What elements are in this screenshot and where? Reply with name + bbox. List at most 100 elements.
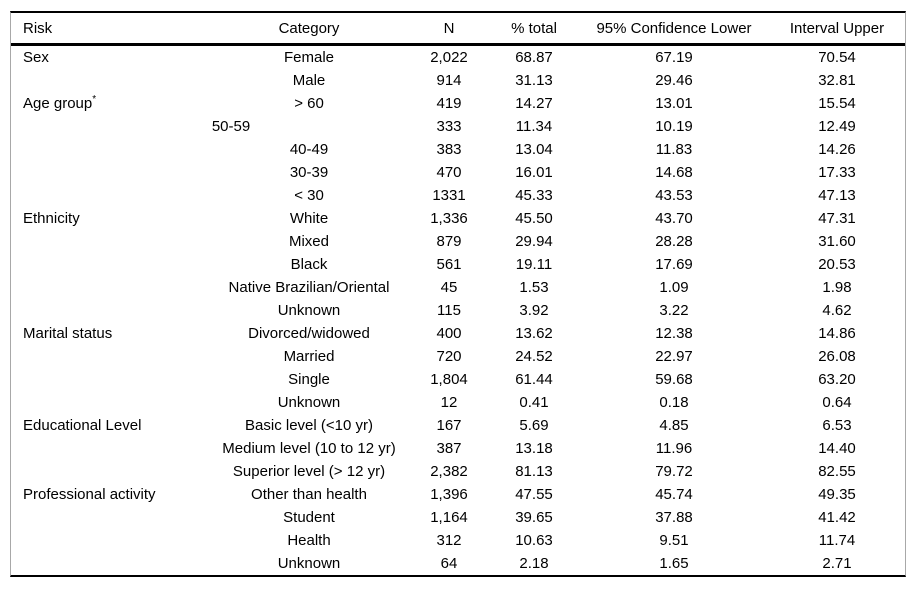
pct-total-cell-text: 24.52 [515,348,553,365]
risk-cell-text: Educational Level [23,417,142,434]
pct-total-cell-text: 45.50 [515,210,553,227]
interval-upper-cell-text: 0.64 [822,394,852,411]
interval-upper-cell: 15.54 [769,92,905,115]
category-cell: Student [209,506,409,529]
pct-total-cell-text: 11.34 [515,118,553,135]
ci-lower-cell: 0.18 [579,391,769,414]
pct-total-cell-text: 2.18 [519,555,549,572]
table-row: Mixed 879 29.94 28.28 31.60 [11,230,905,253]
pct-total-cell: 10.63 [489,529,579,552]
n-cell: 167 [409,414,489,437]
table-row: Marital status Divorced/widowed 400 13.62 12… [11,322,905,345]
category-cell-text: 40-49 [289,141,329,158]
risk-cell [11,506,209,529]
pct-total-cell: 16.01 [489,161,579,184]
risk-cell [11,253,209,276]
category-cell: Basic level (<10 yr) [209,414,409,437]
ci-lower-cell-text: 4.85 [659,417,689,434]
pct-total-cell: 45.33 [489,184,579,207]
pct-total-cell-text: 13.18 [515,440,553,457]
column-header-risk: Risk [11,13,209,46]
pct-total-cell: 24.52 [489,345,579,368]
risk-cell [11,460,209,483]
ci-lower-cell: 17.69 [579,253,769,276]
category-cell: 40-49 [209,138,409,161]
n-cell: 720 [409,345,489,368]
interval-upper-cell-text: 49.35 [818,486,856,503]
risk-cell-text: Ethnicity [23,210,80,227]
category-cell: White [209,207,409,230]
ci-lower-cell-text: 22.97 [655,348,693,365]
table-row: Married 720 24.52 22.97 26.08 [11,345,905,368]
n-cell: 2,382 [409,460,489,483]
category-cell: 50-59 [209,115,409,138]
n-cell-text: 2,022 [430,49,468,66]
ci-lower-cell: 12.38 [579,322,769,345]
category-cell-text: Single [288,371,330,388]
n-cell: 12 [409,391,489,414]
ci-lower-cell: 10.19 [579,115,769,138]
interval-upper-cell: 14.86 [769,322,905,345]
table-row: Student 1,164 39.65 37.88 41.42 [11,506,905,529]
pct-total-cell-text: 68.87 [515,49,553,66]
ci-lower-cell: 11.96 [579,437,769,460]
pct-total-cell: 19.11 [489,253,579,276]
category-cell: Mixed [209,230,409,253]
ci-lower-cell: 9.51 [579,529,769,552]
category-cell: Health [209,529,409,552]
n-cell-text: 914 [436,72,462,89]
table-row: Sex Female 2,022 68.87 67.19 70.54 [11,45,905,70]
interval-upper-cell-text: 26.08 [818,348,856,365]
ci-lower-cell-text: 29.46 [655,72,693,89]
table-row: Native Brazilian/Oriental 45 1.53 1.09 1.98 [11,276,905,299]
interval-upper-cell-text: 41.42 [818,509,856,526]
pct-total-cell: 13.62 [489,322,579,345]
ci-lower-cell-text: 11.83 [655,141,693,158]
n-cell-text: 2,382 [430,463,468,480]
interval-upper-cell-text: 1.98 [822,279,852,296]
category-cell: > 60 [209,92,409,115]
n-cell: 64 [409,552,489,575]
ci-lower-cell: 28.28 [579,230,769,253]
n-cell: 914 [409,69,489,92]
column-header-n: N [409,13,489,46]
interval-upper-cell: 31.60 [769,230,905,253]
column-header-category: Category [209,13,409,46]
n-cell-text: 383 [436,141,462,158]
pct-total-cell: 3.92 [489,299,579,322]
pct-total-cell-text: 45.33 [515,187,553,204]
n-cell: 383 [409,138,489,161]
ci-lower-cell-text: 67.19 [655,49,693,66]
interval-upper-cell-text: 4.62 [822,302,852,319]
interval-upper-cell-text: 47.31 [818,210,856,227]
risk-cell [11,138,209,161]
table-header-row: Risk Category N % total 95% Confidence L… [11,13,905,46]
category-cell-text: > 60 [294,95,324,112]
pct-total-cell: 0.41 [489,391,579,414]
interval-upper-cell: 49.35 [769,483,905,506]
interval-upper-cell-text: 14.86 [818,325,856,342]
ci-lower-cell: 45.74 [579,483,769,506]
n-cell-text: 115 [437,302,461,319]
pct-total-cell-text: 5.69 [519,417,549,434]
n-cell: 1,164 [409,506,489,529]
pct-total-cell-text: 47.55 [515,486,553,503]
interval-upper-cell-text: 20.53 [818,256,856,273]
statistics-table: Risk Category N % total 95% Confidence L… [11,13,905,575]
category-cell: < 30 [209,184,409,207]
category-cell: Black [209,253,409,276]
risk-cell [11,345,209,368]
risk-cell: Ethnicity [11,207,209,230]
category-cell: Single [209,368,409,391]
interval-upper-cell-text: 6.53 [822,417,852,434]
ci-lower-cell: 3.22 [579,299,769,322]
category-cell-text: < 30 [294,187,324,204]
ci-lower-cell: 1.65 [579,552,769,575]
pct-total-cell-text: 10.63 [515,532,553,549]
column-header-interval-upper: Interval Upper [769,13,905,46]
category-cell-text: 30-39 [289,164,329,181]
n-cell-text: 312 [436,532,462,549]
n-cell: 419 [409,92,489,115]
n-cell-text: 1,804 [430,371,468,388]
interval-upper-cell-text: 2.71 [822,555,852,572]
